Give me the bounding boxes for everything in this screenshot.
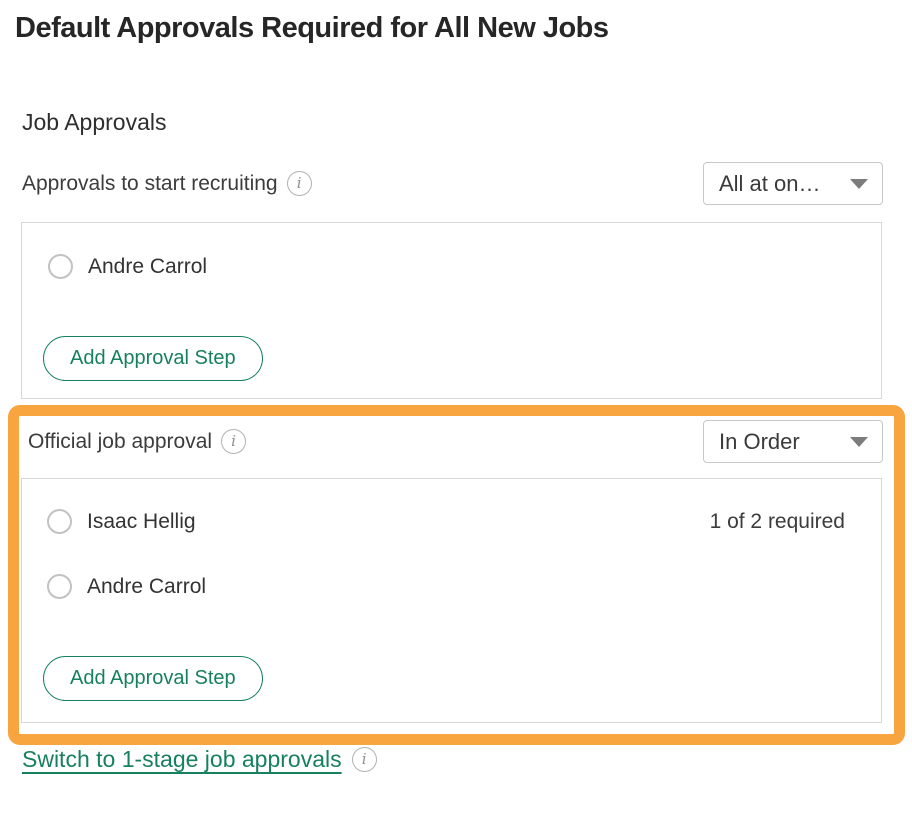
add-approval-step-button[interactable]: Add Approval Step — [43, 336, 263, 381]
switch-to-1-stage-link[interactable]: Switch to 1-stage job approvals — [22, 746, 342, 772]
approver-name: Andre Carrol — [88, 254, 208, 278]
approver-row: Andre Carrol — [48, 254, 207, 279]
approver-name: Isaac Hellig — [87, 509, 196, 533]
stage1-approval-step-card: Andre Carrol Add Approval Step — [21, 222, 882, 399]
caret-down-icon — [850, 178, 868, 189]
stage2-dropdown-value: In Order — [719, 428, 800, 454]
stage1-dropdown-value: All at on… — [719, 170, 821, 196]
approver-radio-button[interactable] — [48, 254, 73, 279]
stage2-label: Official job approval — [28, 429, 213, 453]
approval-requirement-text: 1 of 2 required — [709, 509, 845, 533]
stage2-label-row: Official job approval i — [28, 429, 247, 454]
approver-name: Andre Carrol — [87, 574, 207, 598]
section-title-job-approvals: Job Approvals — [22, 109, 167, 135]
info-icon[interactable]: i — [351, 747, 377, 772]
approver-radio-button[interactable] — [47, 509, 72, 534]
approver-row: Isaac Hellig — [47, 509, 196, 534]
info-icon[interactable]: i — [221, 429, 247, 454]
stage2-approval-step-card: Isaac Hellig 1 of 2 required Andre Carro… — [21, 478, 882, 723]
approver-radio-button[interactable] — [47, 574, 72, 599]
stage1-label-row: Approvals to start recruiting i — [22, 171, 312, 196]
caret-down-icon — [850, 436, 868, 447]
stage1-label: Approvals to start recruiting — [22, 171, 278, 195]
info-icon[interactable]: i — [286, 171, 312, 196]
page-title: Default Approvals Required for All New J… — [15, 12, 609, 44]
approver-row: Andre Carrol — [47, 574, 206, 599]
footer-row: Switch to 1-stage job approvals i — [22, 746, 377, 773]
stage2-order-dropdown[interactable]: In Order — [703, 420, 883, 463]
add-approval-step-button[interactable]: Add Approval Step — [43, 656, 263, 701]
stage1-order-dropdown[interactable]: All at on… — [703, 162, 883, 205]
